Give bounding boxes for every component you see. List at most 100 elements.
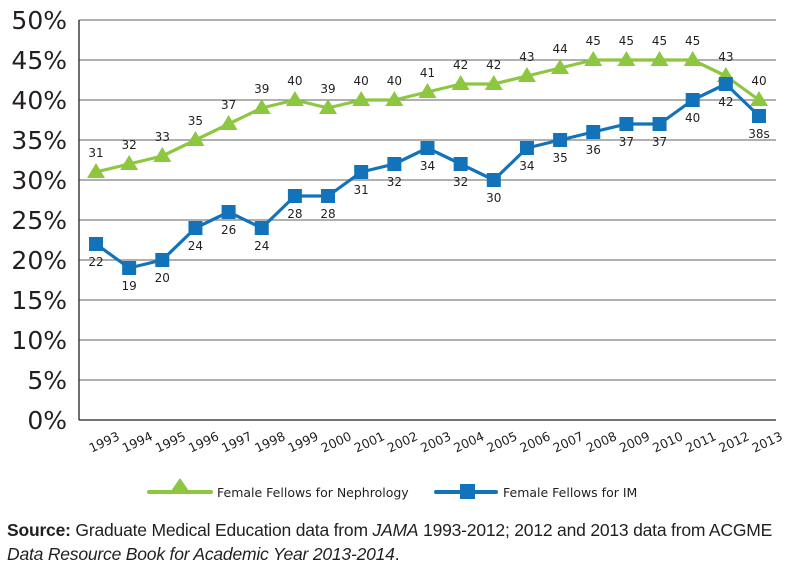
y-tick-label: 40% [11,86,67,115]
data-label: 31 [354,183,369,197]
data-label: 37 [619,135,634,149]
data-label: 22 [88,255,103,269]
data-label: 26 [221,223,236,237]
x-axis: 1993199419951996199719981999200020012002… [79,419,785,455]
x-tick-label: 2000 [319,428,354,455]
data-point-triangle [385,91,404,106]
data-point-triangle [120,155,139,170]
legend-item-im[interactable]: Female Fellows for IM [434,484,637,500]
source-journal: JAMA [372,520,419,540]
data-point-square [586,125,601,139]
data-label: 40 [685,111,700,125]
data-point-triangle [219,115,238,130]
data-point-square [254,221,269,235]
data-label: 43 [718,50,733,64]
data-point-square [321,189,336,203]
data-point-triangle [650,51,669,66]
data-label: 42 [718,95,733,109]
x-tick-label: 1997 [219,428,254,455]
x-tick-label: 2005 [484,428,519,455]
data-point-square [89,237,103,251]
data-label: 35 [188,114,203,128]
data-point-square [188,221,203,235]
data-label: 44 [552,42,567,56]
legend: Female Fellows for Nephrology Female Fel… [147,478,637,500]
data-point-square [387,157,402,171]
data-label: 32 [387,175,402,189]
x-tick-label: 2012 [716,428,751,455]
data-point-triangle [617,51,636,66]
data-point-triangle [252,99,271,114]
data-label: 28 [287,207,302,221]
data-point-triangle [451,75,470,90]
data-label: 34 [420,159,435,173]
x-tick-label: 1995 [153,428,188,455]
data-label: 38s [748,127,770,141]
x-tick-label: 2011 [683,428,718,455]
data-label: 32 [453,175,468,189]
data-point-square [155,253,170,267]
data-label: 40 [287,74,302,88]
data-label: 40 [751,74,766,88]
source-text-2: 1993-2012; 2012 and 2013 data from ACGME [418,520,773,540]
source-note: Source: Graduate Medical Education data … [7,518,787,566]
legend-label-nephrology: Female Fellows for Nephrology [217,485,409,500]
data-label: 40 [354,74,369,88]
data-point-square [287,189,302,203]
data-label: 45 [685,34,700,48]
x-tick-label: 2010 [650,428,685,455]
data-label: 39 [320,82,335,96]
y-tick-label: 10% [11,326,67,355]
y-axis: 0% 5% 10% 15% 20% 25% 30% 35% 40% 45% 50% [11,6,80,435]
x-tick-label: 1996 [186,428,221,455]
x-tick-label: 2007 [551,428,586,455]
data-label: 28 [320,207,335,221]
data-label: 19 [122,279,137,293]
data-label: 24 [254,239,269,253]
x-tick-label: 1999 [285,428,320,455]
data-label: 37 [221,98,236,112]
series-group: 31 32 33 35 37 39 40 39 40 40 41 42 42 43 44 45 45 45 45 43… [87,34,770,293]
y-tick-label: 45% [11,46,67,75]
data-label: 31 [88,146,103,160]
data-point-square [453,157,468,171]
x-tick-label: 2003 [418,428,453,455]
data-point-square [420,141,435,155]
data-label: 42 [486,58,501,72]
data-point-triangle [153,147,172,162]
data-point-triangle [750,91,768,106]
data-point-triangle [517,67,536,82]
data-point-triangle [584,51,603,66]
data-label: 40 [387,74,402,88]
legend-item-nephrology[interactable]: Female Fellows for Nephrology [147,478,409,500]
data-label: 45 [652,34,667,48]
data-label: 33 [155,130,170,144]
data-point-square [752,109,766,123]
data-point-square [652,117,667,131]
data-label: 35 [552,151,567,165]
y-tick-label: 5% [27,366,67,395]
data-label: 42 [453,58,468,72]
y-tick-label: 15% [11,286,67,315]
data-point-square [221,205,236,219]
data-label: 41 [420,66,435,80]
x-tick-label: 2001 [352,428,387,455]
data-label: 43 [519,50,534,64]
data-label: 45 [586,34,601,48]
source-label: Source: [7,520,71,540]
x-tick-label: 2002 [385,428,420,455]
y-tick-label: 50% [11,6,67,35]
y-tick-label: 30% [11,166,67,195]
data-point-triangle [484,75,503,90]
source-text-1: Graduate Medical Education data from [70,520,373,540]
data-label: 34 [519,159,534,173]
data-label: 20 [155,271,170,285]
data-point-triangle [418,83,437,98]
x-tick-label: 1994 [120,428,155,455]
y-tick-label: 0% [27,406,67,435]
data-point-square [685,93,700,107]
data-point-square [553,133,568,147]
x-tick-label: 2004 [451,428,486,455]
x-tick-label: 2008 [584,428,619,455]
source-book-title: Data Resource Book for Academic Year 201… [7,544,395,564]
